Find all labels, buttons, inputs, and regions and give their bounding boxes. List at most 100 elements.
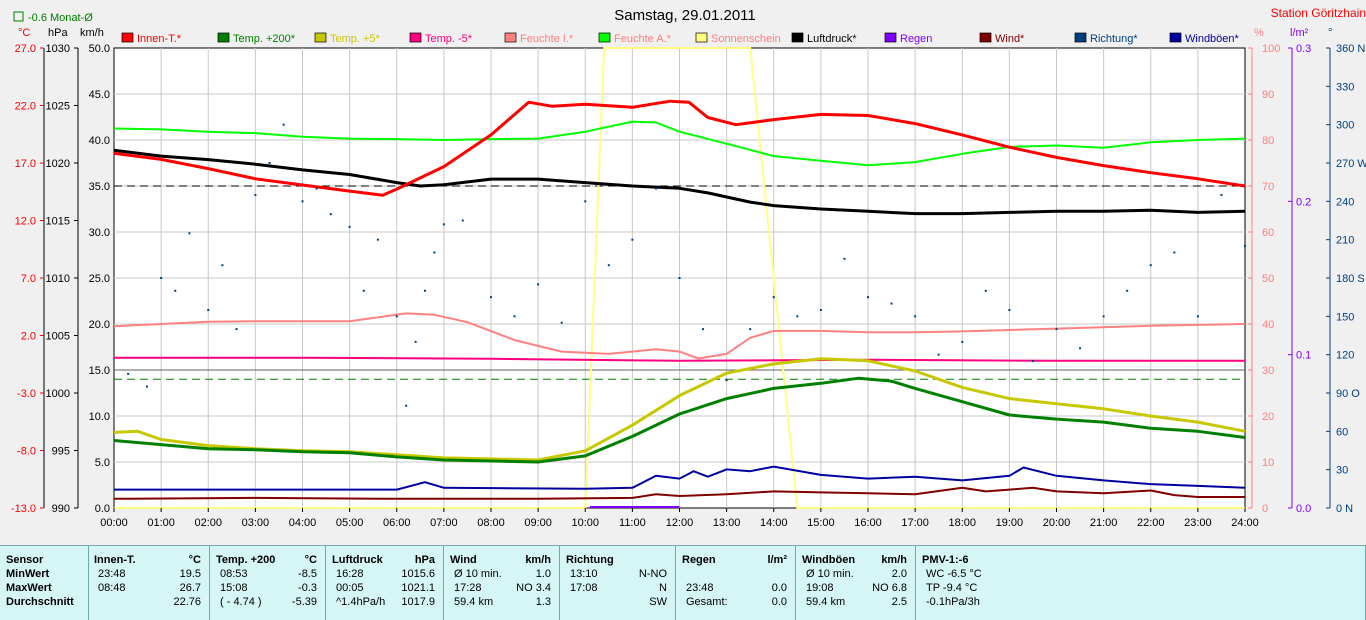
stats-column: Temp. +200 °C 08:53 -8.5 15:08 -0.3 ( - 4.74 )… xyxy=(210,546,326,620)
legend-label: Innen-T.* xyxy=(137,33,182,45)
column-header: Regen xyxy=(682,554,716,566)
y-tick-direction: 180 S xyxy=(1336,273,1365,285)
x-tick-label: 12:00 xyxy=(666,517,694,529)
legend-label: Windböen* xyxy=(1185,33,1240,45)
cell-value: -8.5 xyxy=(298,568,317,580)
legend-label: Temp. +200* xyxy=(233,33,296,45)
legend-swatch xyxy=(1169,32,1182,43)
cell-value: N-NO xyxy=(638,568,667,580)
y-tick-wind: 10.0 xyxy=(89,411,110,423)
cell-time: 17:28 xyxy=(454,582,482,594)
unit-rain: l/m² xyxy=(1290,27,1309,39)
direction-point xyxy=(772,296,775,299)
y-tick-wind: 50.0 xyxy=(89,43,110,55)
y-tick-humidity: 60 xyxy=(1262,227,1274,239)
legend-swatch xyxy=(791,32,804,43)
y-tick-humidity: 90 xyxy=(1262,89,1274,101)
cell-time: 23:48 xyxy=(686,582,714,594)
y-tick-direction: 240 xyxy=(1336,196,1354,208)
column-unit: km/h xyxy=(881,554,907,566)
column-unit: °C xyxy=(188,554,201,566)
y-tick-pressure: 995 xyxy=(52,446,70,458)
column-header: PMV-1:-6 xyxy=(922,554,969,566)
legend-label: Feuchte A.* xyxy=(614,33,672,45)
series-temp-200 xyxy=(113,376,1246,464)
stats-column: Wind km/h Ø 10 min. 1.0 17:28 NO 3.4 59.4 km 1.… xyxy=(444,546,560,620)
axes-group: 00:00 01:00 02:00 03:00 04:00 05:00 06:00 07:00… xyxy=(11,43,1366,529)
x-tick-label: 21:00 xyxy=(1090,517,1118,529)
y-tick-direction: 120 xyxy=(1336,350,1354,362)
legend-label: Regen xyxy=(900,33,932,45)
y-tick-direction: 300 xyxy=(1336,120,1354,132)
legend-swatch xyxy=(314,32,327,43)
x-tick-label: 15:00 xyxy=(807,517,835,529)
cell-time: 08:53 xyxy=(220,568,248,580)
legend-label: Luftdruck* xyxy=(807,33,857,45)
x-tick-label: 02:00 xyxy=(194,517,222,529)
legend-swatch xyxy=(217,32,230,43)
cell-time: 08:48 xyxy=(98,582,126,594)
cell-time: ^1.4hPa/h xyxy=(336,596,386,608)
cell-time: Gesamt: xyxy=(686,596,728,608)
stats-column: Luftdruck hPa 16:28 1015.6 00:05 1021.1 ^1.4hP… xyxy=(326,546,444,620)
y-tick-pressure: 1015 xyxy=(46,216,70,228)
cell-value: 1021.1 xyxy=(401,582,435,594)
cell-time: 13:10 xyxy=(570,568,598,580)
y-tick-humidity: 10 xyxy=(1262,457,1274,469)
x-tick-label: 13:00 xyxy=(713,517,741,529)
cell-value: 2.5 xyxy=(891,596,907,608)
cell-value: 0.0 xyxy=(771,596,787,608)
chart-title: Samstag, 29.01.2011 xyxy=(614,7,756,24)
legend: Innen-T.* Temp. +200* Temp. +5* Temp. -5* Fe… xyxy=(121,32,1240,45)
y-tick-direction: 90 O xyxy=(1336,388,1360,400)
direction-point xyxy=(1244,245,1246,248)
cell-value: NO 3.4 xyxy=(516,582,551,594)
direction-point xyxy=(1079,347,1082,350)
direction-point xyxy=(160,277,163,279)
direction-point xyxy=(749,328,752,331)
direction-point xyxy=(188,232,191,235)
series-wind xyxy=(113,486,1245,500)
y-tick-humidity: 30 xyxy=(1262,365,1274,377)
direction-point xyxy=(442,223,445,226)
series-sonnenschein xyxy=(114,47,1245,509)
direction-point xyxy=(268,162,271,164)
stats-column: Richtung 13:10 N-NO 17:08 N SW xyxy=(560,546,676,620)
x-tick-label: 20:00 xyxy=(1043,517,1071,529)
cell-time: Ø 10 min. xyxy=(454,568,502,580)
direction-point xyxy=(174,289,177,292)
y-tick-temp: 2.0 xyxy=(21,331,36,343)
cell-value: -0.3 xyxy=(298,582,317,594)
row-label: Durchschnitt xyxy=(6,596,74,608)
direction-point xyxy=(254,193,257,196)
cell-value: -5.39 xyxy=(291,596,317,608)
stats-column: PMV-1:-6 WC -6.5 °C TP -9.4 °C -0.1hPa/3h xyxy=(916,546,1366,620)
y-tick-direction: 360 N xyxy=(1336,43,1365,55)
column-header: Richtung xyxy=(566,554,614,566)
cell-time: -0.1hPa/3h xyxy=(926,596,980,608)
y-tick-wind: 15.0 xyxy=(89,365,110,377)
direction-point xyxy=(348,225,351,228)
x-tick-label: 24:00 xyxy=(1231,517,1259,529)
direction-point xyxy=(867,296,869,299)
x-tick-label: 04:00 xyxy=(289,517,317,529)
station-name: Station Göritzhain xyxy=(1271,6,1366,20)
y-tick-direction: 150 xyxy=(1336,311,1354,323)
cell-value: NO 6.8 xyxy=(872,582,907,594)
series-luftdruck xyxy=(113,148,1246,216)
direction-point xyxy=(315,187,318,190)
legend-swatch xyxy=(979,32,992,43)
cell-value: N xyxy=(659,582,667,594)
direction-point xyxy=(937,353,940,356)
row-label: MaxWert xyxy=(6,582,52,594)
direction-point xyxy=(961,340,964,343)
legend-swatch xyxy=(598,32,611,43)
x-tick-label: 07:00 xyxy=(430,517,458,529)
x-tick-label: 11:00 xyxy=(619,517,646,529)
cell-value: 26.7 xyxy=(179,582,201,594)
x-tick-label: 22:00 xyxy=(1137,517,1165,529)
direction-point xyxy=(607,264,610,267)
direction-point xyxy=(1220,193,1223,196)
unit-celsius: °C xyxy=(18,27,30,39)
cell-time: 00:05 xyxy=(336,582,364,594)
